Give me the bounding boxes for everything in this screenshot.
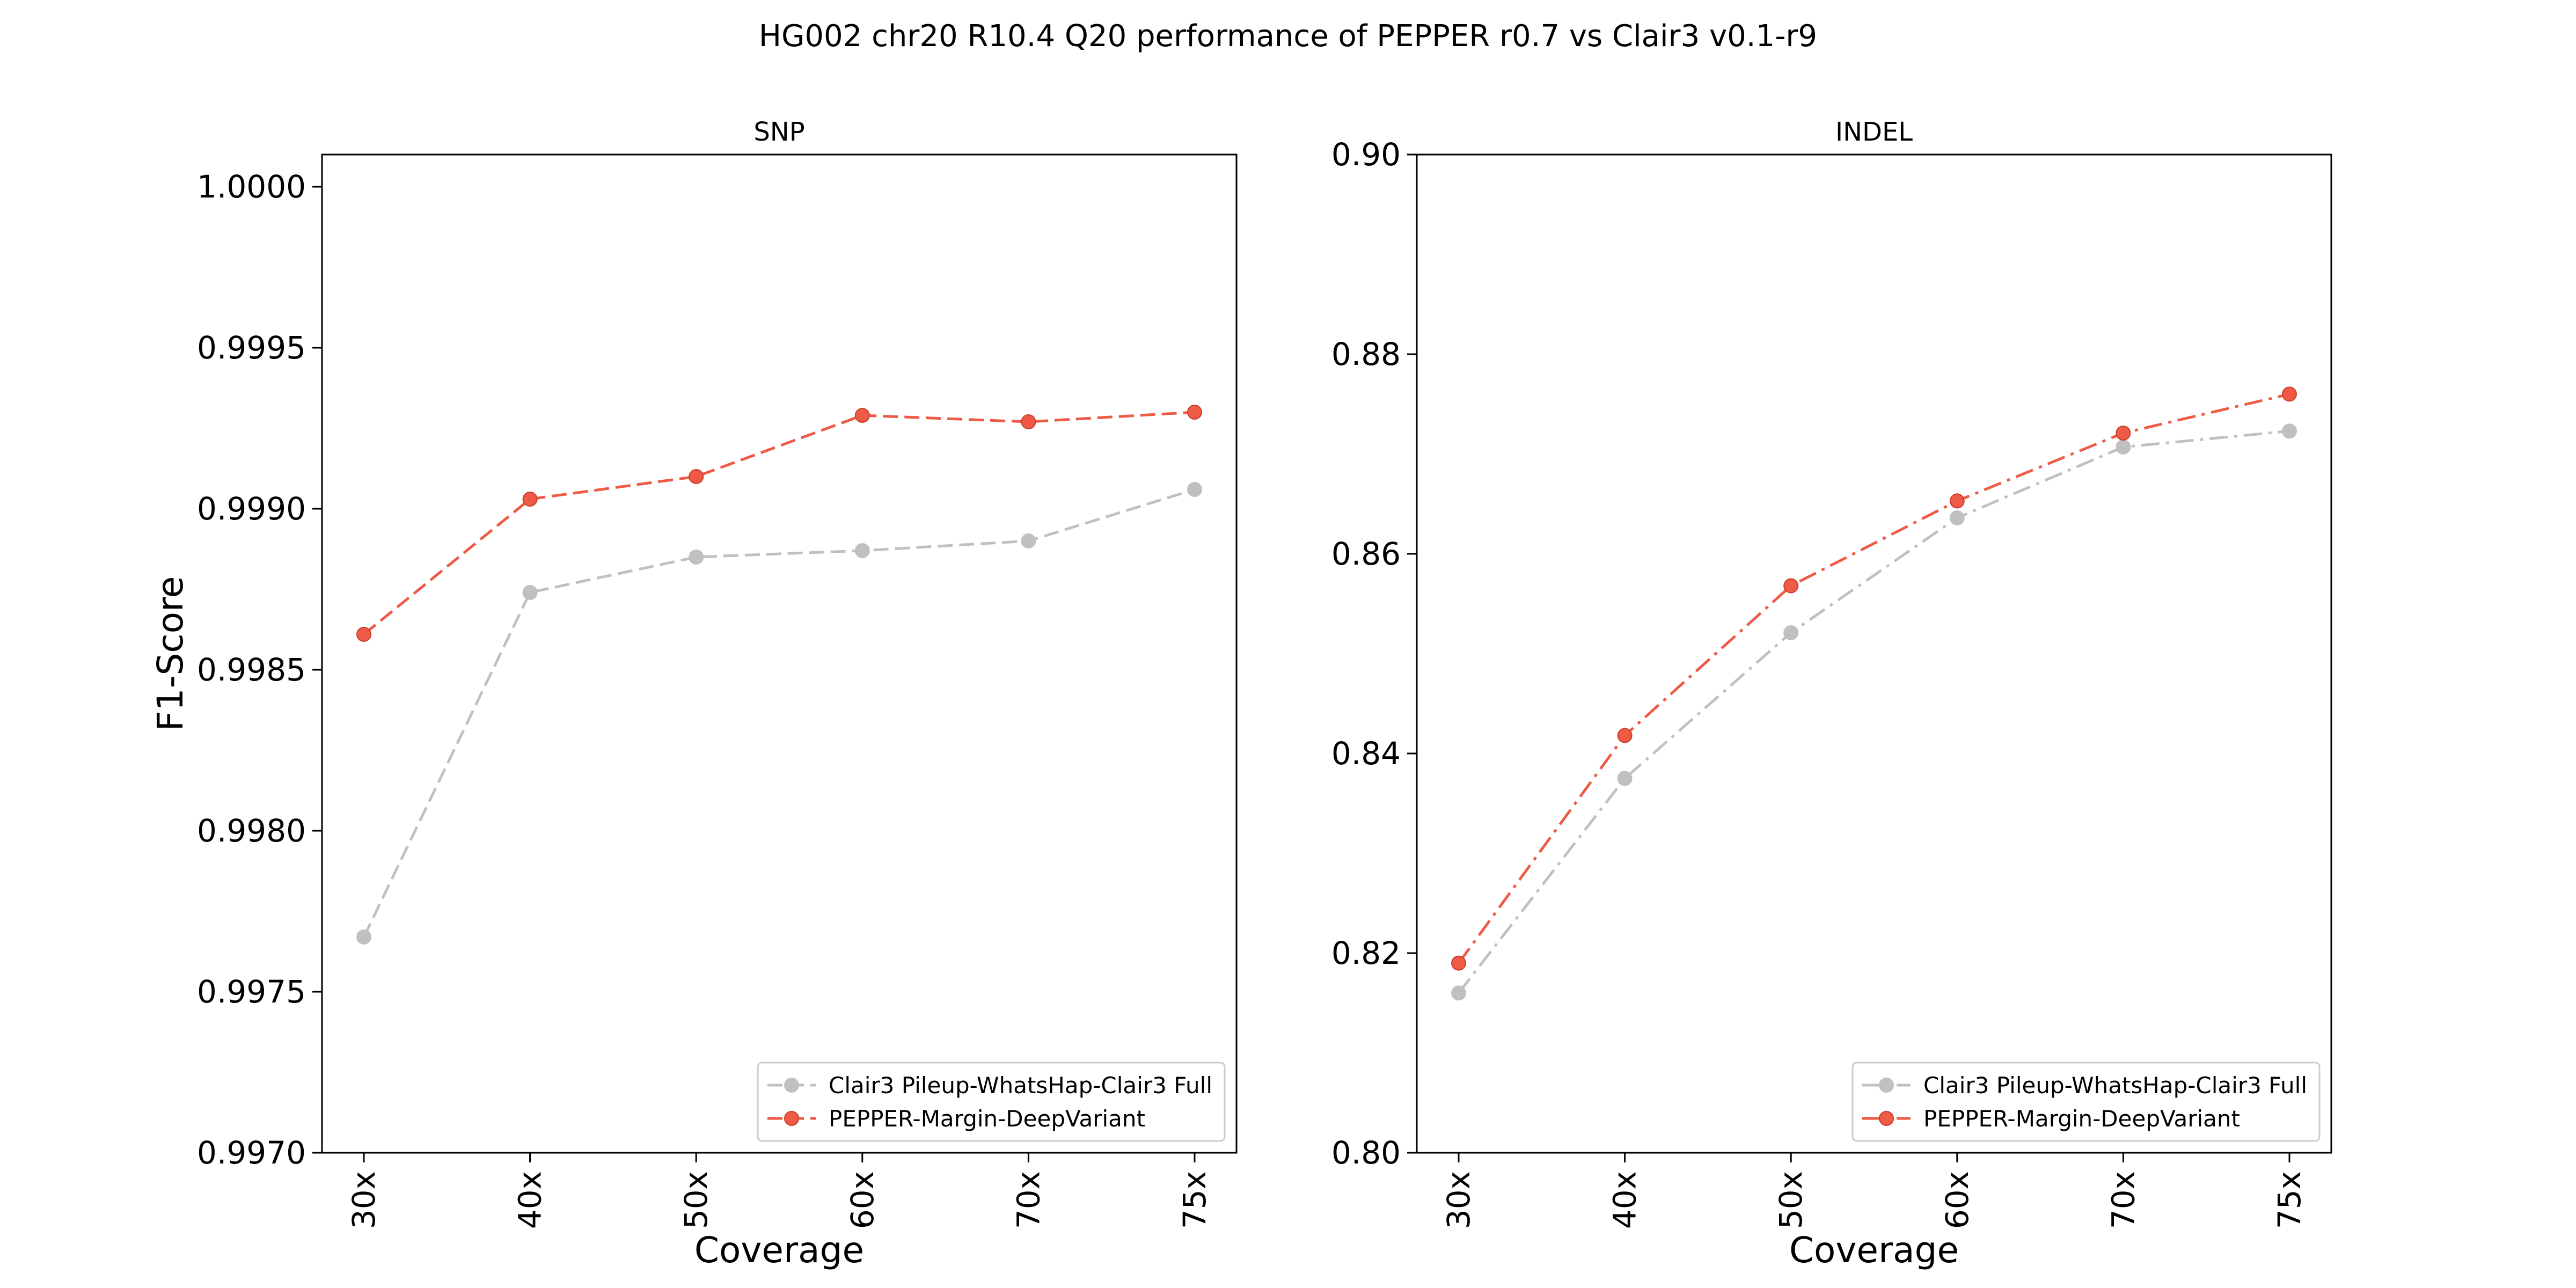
x-tick-label: 60x: [844, 1171, 881, 1229]
x-tick-label: 50x: [678, 1171, 714, 1229]
chart-panels: SNP 0.9970 0.9975 0.9980 0.9985 0.9990 0.9995 1…: [150, 117, 2332, 1271]
x-tick-label: 30x: [1440, 1171, 1477, 1229]
series-line-pepper: [363, 411, 1195, 635]
data-point-clair3: [1949, 510, 1965, 526]
plot-frame: [1416, 153, 2332, 1154]
data-point-clair3: [356, 930, 371, 945]
y-tick-label: 0.82: [1331, 935, 1401, 971]
data-point-clair3: [1783, 625, 1799, 640]
data-point-pepper: [689, 469, 704, 484]
chart-indel: INDEL 0.80 0.82 0.84 0.86 0.88 0.90 30x 40x 50x 60…: [1331, 117, 2332, 1271]
x-tick-label: 40x: [1607, 1171, 1643, 1229]
panel-title: SNP: [753, 117, 804, 147]
panel-title: INDEL: [1835, 117, 1913, 147]
series-line-pepper: [1457, 392, 2290, 964]
x-tick-label: 40x: [512, 1171, 548, 1229]
data-point-clair3: [1187, 482, 1202, 497]
legend-box: [1851, 1062, 2321, 1142]
data-point-pepper: [1783, 578, 1799, 594]
x-tick-label: 70x: [2105, 1171, 2141, 1229]
y-tick-label: 0.86: [1331, 536, 1401, 572]
x-tick-label: 50x: [1773, 1171, 1809, 1229]
y-axis-label: F1-Score: [150, 576, 191, 731]
data-point-pepper: [1021, 414, 1036, 429]
legend-entry-label: Clair3 Pileup-WhatsHap-Clair3 Full: [1923, 1072, 2307, 1099]
series-line-clair3: [362, 488, 1195, 938]
data-point-clair3: [1021, 533, 1036, 548]
legend: Clair3 Pileup-WhatsHap-Clair3 Full PEPPER…: [757, 1062, 1226, 1142]
y-tick-label: 0.88: [1331, 336, 1401, 372]
data-point-pepper: [1187, 405, 1202, 420]
data-point-pepper: [1451, 955, 1466, 971]
y-tick-label: 1.0000: [197, 169, 306, 205]
data-point-pepper: [2116, 425, 2131, 441]
legend-entry-label: PEPPER-Margin-DeepVariant: [1923, 1106, 2240, 1132]
legend: Clair3 Pileup-WhatsHap-Clair3 Full PEPPER…: [1851, 1062, 2321, 1142]
y-tick-label: 0.9975: [197, 974, 306, 1010]
legend-box: [757, 1062, 1226, 1142]
chart-snp: SNP 0.9970 0.9975 0.9980 0.9985 0.9990 0.9995 1…: [150, 117, 1238, 1271]
data-point-pepper: [1617, 728, 1633, 743]
x-axis-label: Coverage: [1789, 1230, 1959, 1271]
data-point-pepper: [1949, 493, 1965, 509]
data-point-clair3: [2282, 423, 2297, 439]
data-point-pepper: [356, 627, 371, 642]
x-tick-label: 75x: [1176, 1171, 1213, 1229]
data-point-pepper: [854, 408, 870, 423]
data-point-clair3: [1617, 771, 1633, 786]
series-line-clair3: [1458, 429, 2290, 994]
legend-swatch-marker: [784, 1111, 799, 1126]
legend-entry-label: Clair3 Pileup-WhatsHap-Clair3 Full: [829, 1072, 1212, 1099]
legend-entry-label: PEPPER-Margin-DeepVariant: [829, 1106, 1145, 1132]
figure-suptitle: HG002 chr20 R10.4 Q20 performance of PEP…: [759, 19, 1817, 54]
y-tick-label: 0.9995: [197, 330, 306, 366]
data-point-pepper: [2282, 386, 2297, 402]
y-tick-label: 0.80: [1331, 1135, 1401, 1171]
legend-swatch-marker: [1879, 1111, 1894, 1126]
y-tick-label: 0.90: [1331, 136, 1401, 173]
x-tick-label: 60x: [1939, 1171, 1975, 1229]
data-point-pepper: [522, 492, 538, 507]
legend-swatch-marker: [1879, 1078, 1894, 1093]
y-tick-label: 0.9985: [197, 652, 306, 688]
x-tick-label: 70x: [1010, 1171, 1046, 1229]
x-tick-label: 30x: [346, 1171, 382, 1229]
legend-swatch-marker: [784, 1078, 799, 1093]
y-tick-label: 0.9980: [197, 813, 306, 849]
data-point-clair3: [522, 585, 538, 600]
y-tick-label: 0.84: [1331, 735, 1401, 772]
y-tick-label: 0.9990: [197, 491, 306, 527]
plot-frame: [321, 153, 1238, 1154]
data-point-clair3: [1451, 985, 1466, 1001]
x-axis-label: Coverage: [694, 1230, 864, 1271]
x-tick-label: 75x: [2271, 1171, 2308, 1229]
data-point-clair3: [689, 550, 704, 565]
y-tick-label: 0.9970: [197, 1135, 306, 1171]
data-point-clair3: [854, 543, 870, 558]
data-point-clair3: [2116, 439, 2131, 455]
